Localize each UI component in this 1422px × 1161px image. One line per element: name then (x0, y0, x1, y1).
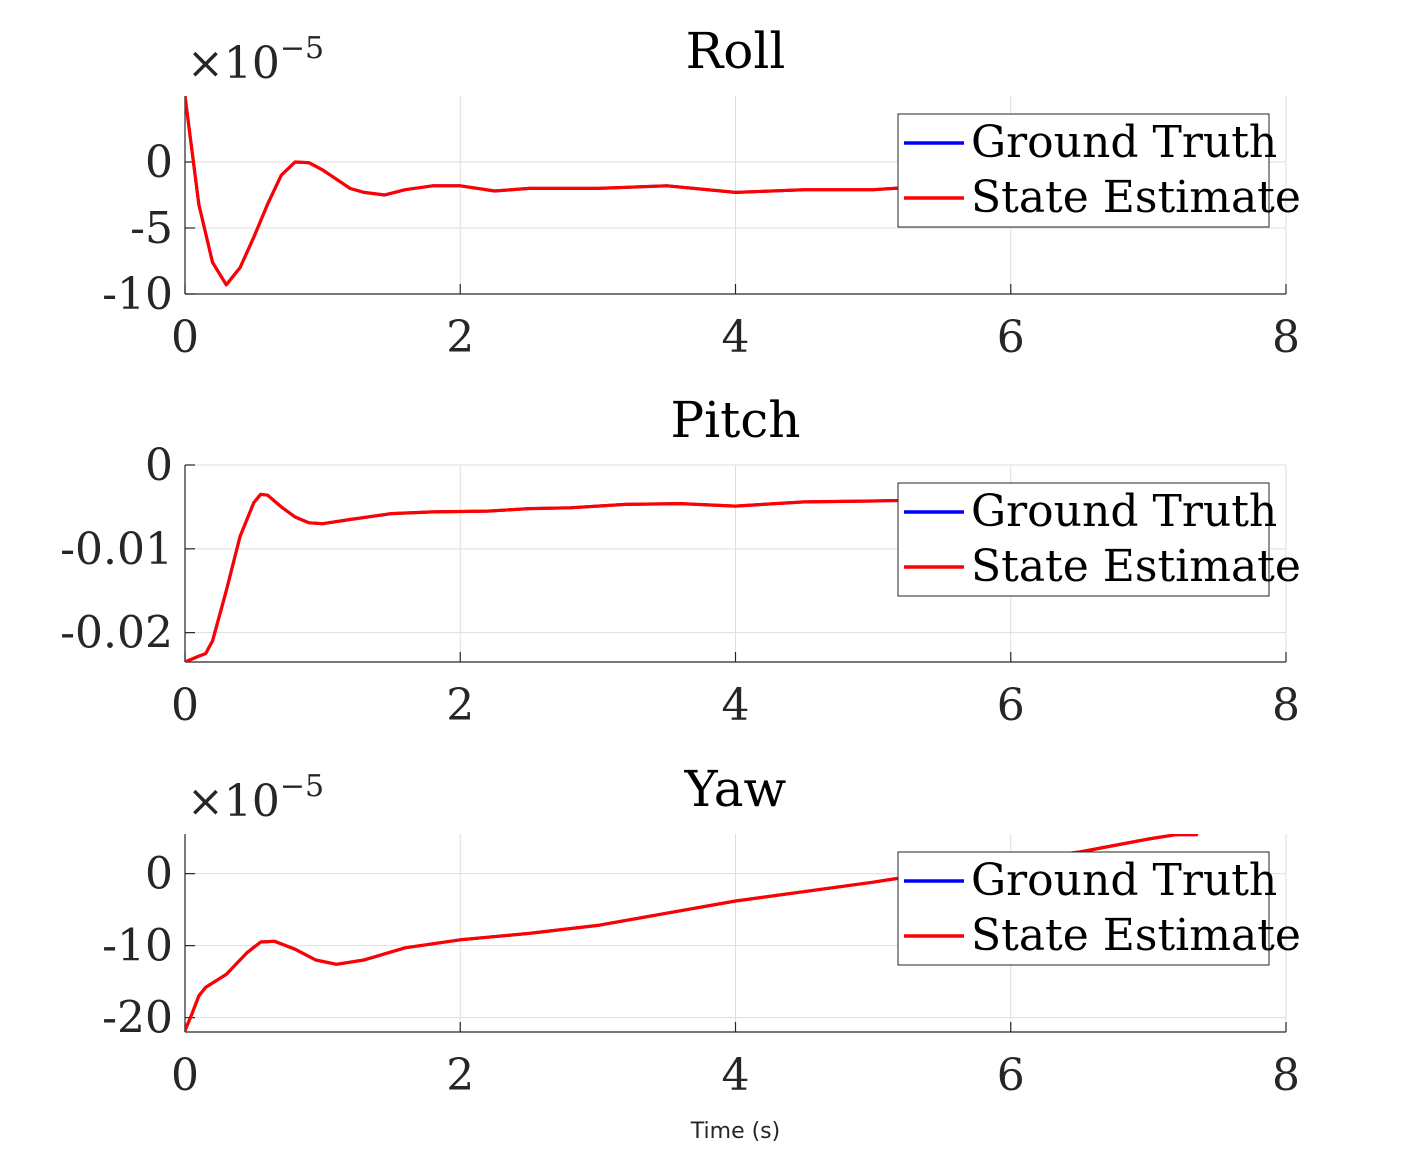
pitch-ytick-label: -0.02 (60, 608, 173, 659)
pitch-series-ground-truth (185, 492, 916, 662)
yaw-ytick-label: -10 (102, 921, 173, 972)
yaw-legend-box (897, 851, 1270, 966)
yaw-multiplier-exponent: −5 (280, 769, 324, 804)
roll-ytick-label: -5 (130, 203, 173, 254)
yaw-xtick-label: 4 (722, 1050, 750, 1101)
yaw-xtick-label: 8 (1272, 1050, 1300, 1101)
yaw-legend-label: State Estimate (971, 910, 1301, 961)
roll-xtick-label: 8 (1272, 312, 1300, 363)
roll-legend-label: State Estimate (971, 172, 1301, 223)
roll-multiplier-base: ×10 (187, 38, 280, 89)
yaw-xtick-label: 2 (446, 1050, 474, 1101)
roll-xtick-label: 6 (997, 312, 1025, 363)
pitch-xtick-label: 0 (171, 680, 199, 731)
roll-xtick-label: 2 (446, 312, 474, 363)
pitch-series-state-estimate (185, 492, 917, 662)
pitch-xtick-label: 2 (446, 680, 474, 731)
yaw-xtick-label: 6 (997, 1050, 1025, 1101)
pitch-legend-box (897, 482, 1270, 597)
yaw-ytick-label: 0 (145, 849, 173, 900)
yaw-xlabel: Time (s) (690, 1119, 780, 1144)
roll-xtick-label: 0 (171, 312, 199, 363)
pitch-xtick-label: 8 (1272, 680, 1300, 731)
yaw-xtick-label: 0 (171, 1050, 199, 1101)
roll-series-state-estimate (185, 96, 944, 287)
yaw-legend-label: Ground Truth (971, 855, 1277, 906)
pitch-legend-label: Ground Truth (971, 486, 1277, 537)
roll-legend-box (897, 113, 1270, 228)
pitch-xtick-label: 4 (722, 680, 750, 731)
yaw-ytick-label: -20 (102, 993, 173, 1044)
yaw-title: Yaw (684, 760, 787, 818)
roll-ytick-label: -10 (102, 269, 173, 320)
yaw-multiplier-base: ×10 (187, 776, 280, 827)
pitch-ytick-label: 0 (145, 440, 173, 491)
pitch-xtick-label: 6 (997, 680, 1025, 731)
pitch-title: Pitch (671, 391, 801, 449)
pitch-legend-label: State Estimate (971, 541, 1301, 592)
pitch-ytick-label: -0.01 (60, 524, 173, 575)
roll-axis-multiplier: ×10−5 (187, 31, 324, 89)
roll-multiplier-exponent: −5 (280, 31, 324, 66)
roll-title: Roll (686, 22, 786, 80)
roll-legend-label: Ground Truth (971, 117, 1277, 168)
yaw-axis-multiplier: ×10−5 (187, 769, 324, 827)
roll-xtick-label: 4 (722, 312, 750, 363)
roll-ytick-label: 0 (145, 137, 173, 188)
